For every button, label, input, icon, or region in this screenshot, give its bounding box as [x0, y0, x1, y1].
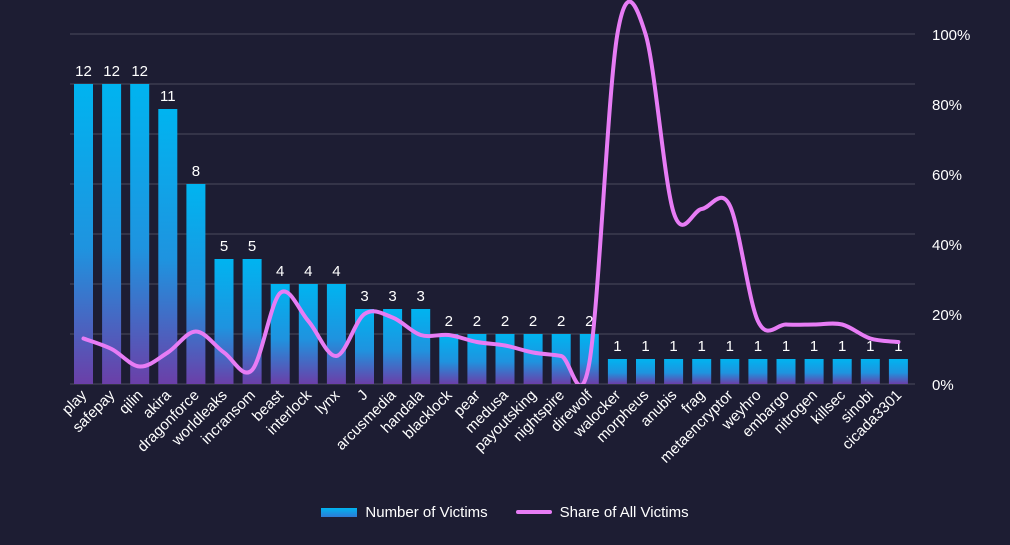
- bar-nitrogen: [804, 359, 824, 384]
- legend-label-victims: Number of Victims: [365, 503, 488, 521]
- data-label-lynx: 4: [332, 263, 340, 280]
- gridlines: [70, 33, 915, 385]
- data-label-J: 3: [360, 288, 368, 305]
- data-label-cicada3301: 1: [894, 338, 902, 355]
- bar-walocker: [607, 359, 627, 384]
- data-label-beast: 4: [276, 263, 284, 280]
- right-axis-tick: 0%: [932, 377, 954, 394]
- bar-play: [74, 84, 93, 384]
- legend-item-share: Share of All Victims: [515, 503, 689, 521]
- bar-akira: [158, 109, 178, 384]
- bar-handala: [411, 309, 431, 384]
- bar-morpheus: [636, 359, 655, 384]
- bar-safepay: [102, 84, 122, 384]
- data-label-arcusmedia: 3: [388, 288, 396, 305]
- data-label-qilin: 12: [131, 63, 148, 80]
- data-label-killsec: 1: [838, 338, 846, 355]
- bars: [74, 84, 908, 384]
- right-axis-tick: 80%: [932, 97, 962, 114]
- bar-incransom: [242, 259, 262, 384]
- data-label-frag: 1: [698, 338, 706, 355]
- bar-killsec: [832, 359, 852, 384]
- data-label-worldleaks: 5: [220, 238, 228, 255]
- right-axis-tick: 60%: [932, 167, 962, 184]
- bar-cicada3301: [888, 359, 908, 384]
- bar-beast: [270, 284, 290, 384]
- data-label-pear: 2: [473, 313, 481, 330]
- data-label-weyhro: 1: [754, 338, 762, 355]
- data-label-anubis: 1: [669, 338, 677, 355]
- legend-item-victims: Number of Victims: [321, 503, 488, 521]
- legend-bar-swatch: [321, 507, 358, 517]
- bar-blacklock: [439, 334, 459, 384]
- data-label-embargo: 1: [782, 338, 790, 355]
- data-label-play: 12: [75, 63, 92, 80]
- data-label-payoutsking: 2: [529, 313, 537, 330]
- data-label-akira: 11: [160, 88, 176, 105]
- bar-interlock: [298, 284, 318, 384]
- data-label-medusa: 2: [501, 313, 509, 330]
- legend-line-swatch: [515, 510, 552, 514]
- bar-dragonforce: [186, 184, 206, 384]
- bar-sinobi: [860, 359, 880, 384]
- data-label-nightspire: 2: [557, 313, 565, 330]
- share-line-path: [81, 0, 901, 384]
- bar-lynx: [326, 284, 346, 384]
- bar-worldleaks: [214, 259, 234, 384]
- data-label-interlock: 4: [304, 263, 312, 280]
- data-label-incransom: 5: [248, 238, 256, 255]
- bar-nightspire: [551, 334, 571, 384]
- legend-label-share: Share of All Victims: [559, 503, 689, 521]
- data-label-direwolf: 2: [585, 313, 593, 330]
- right-axis-ticks: 0% 20% 40% 60% 80% 100%: [932, 27, 970, 394]
- bar-qilin: [130, 84, 150, 384]
- bar-embargo: [776, 359, 796, 384]
- data-label-metaencryptor: 1: [726, 338, 734, 355]
- bar-metaencryptor: [720, 359, 740, 384]
- data-label-morpheus: 1: [641, 338, 649, 355]
- bar-anubis: [664, 359, 684, 384]
- legend: Number of Victims Share of All Victims: [0, 500, 1010, 524]
- data-label-nitrogen: 1: [810, 338, 818, 355]
- bar-payoutsking: [523, 334, 543, 384]
- data-label-handala: 3: [417, 288, 425, 305]
- bar-weyhro: [748, 359, 768, 384]
- data-label-blacklock: 2: [445, 313, 453, 330]
- data-label-dragonforce: 8: [192, 163, 200, 180]
- right-axis-tick: 100%: [932, 27, 970, 44]
- data-label-sinobi: 1: [866, 338, 874, 355]
- bar-medusa: [495, 334, 515, 384]
- x-axis-ticks: playsafepayqilinakiradragonforceworldlea…: [59, 386, 905, 466]
- share-line: [81, 0, 901, 384]
- right-axis-tick: 40%: [932, 237, 962, 254]
- bar-frag: [692, 359, 712, 384]
- data-label-walocker: 1: [613, 338, 621, 355]
- bar-arcusmedia: [383, 309, 403, 384]
- x-tick-J: J: [354, 387, 371, 404]
- x-tick-lynx: lynx: [312, 386, 343, 417]
- data-label-safepay: 12: [103, 63, 120, 80]
- bar-J: [355, 309, 374, 384]
- right-axis-tick: 20%: [932, 307, 962, 324]
- bar-pear: [467, 334, 487, 384]
